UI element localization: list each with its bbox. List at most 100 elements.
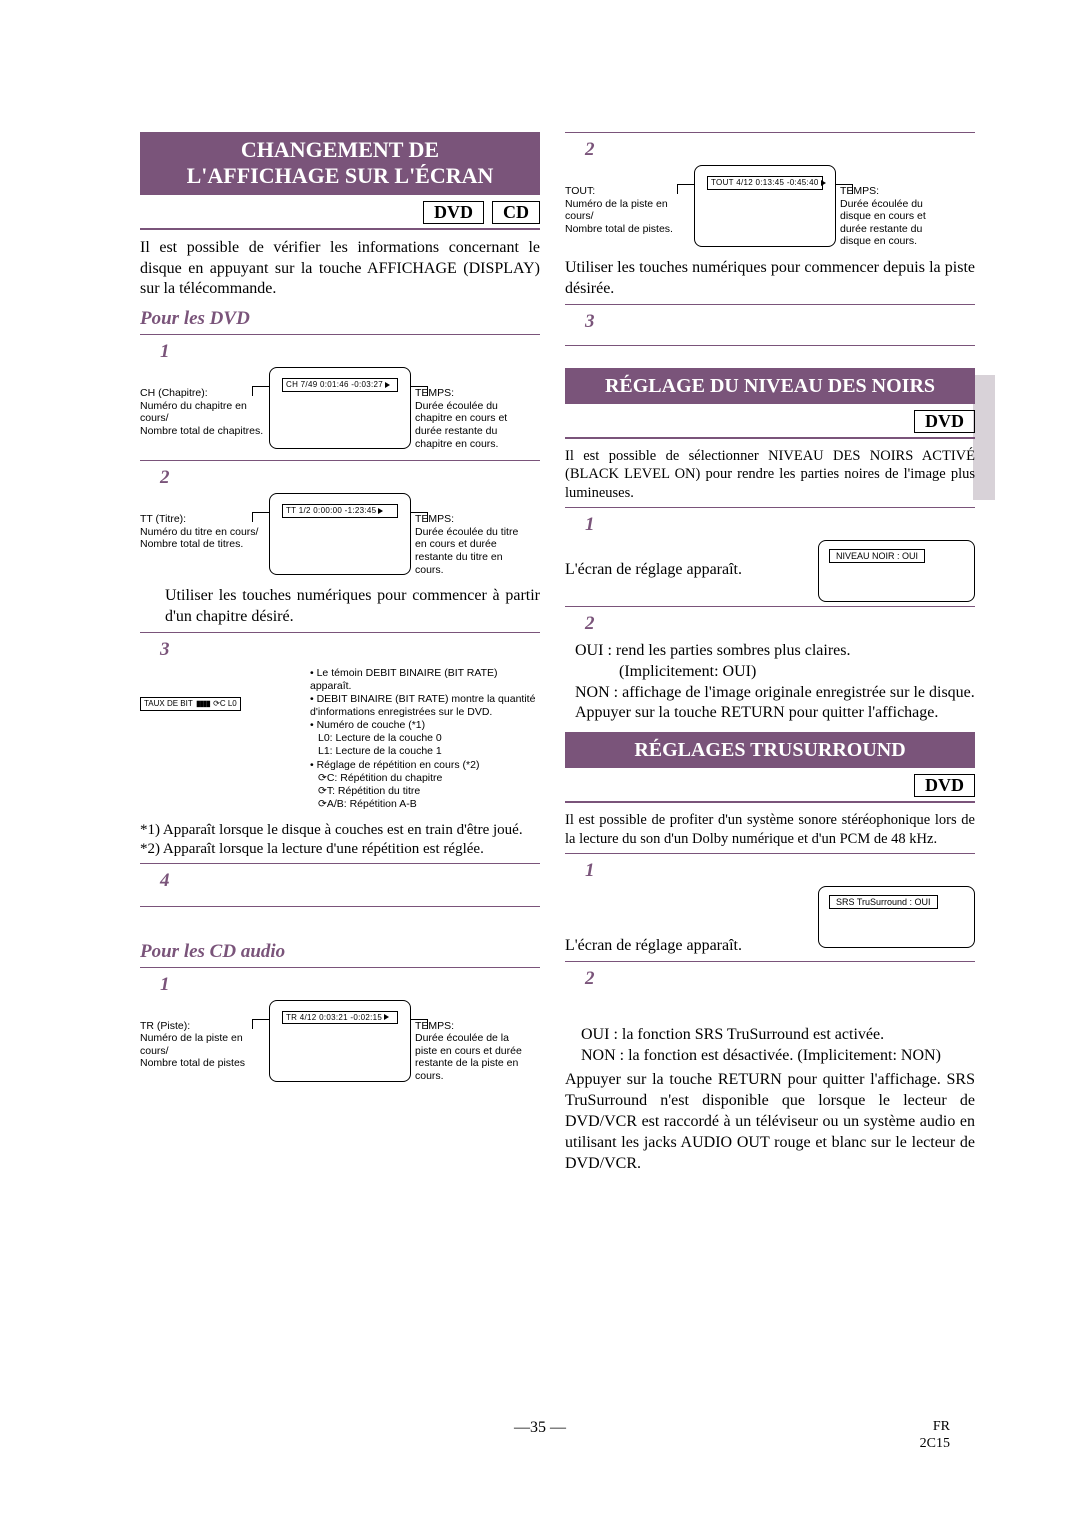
osd-trusurround: SRS TruSurround : OUI xyxy=(829,895,938,909)
rule xyxy=(565,132,975,133)
r-step-2: 2 xyxy=(585,139,975,161)
tr-left-txt: Numéro de la piste en cours/ Nombre tota… xyxy=(140,1032,265,1070)
note-sub: A/B: Répétition A-B xyxy=(327,798,417,810)
osd-bar: CH 7/49 0:01:46 -0:03:27 xyxy=(282,378,398,392)
bl-step-1: 1 xyxy=(585,514,975,536)
bl-return: Appuyer sur la touche RETURN pour quitte… xyxy=(575,703,975,724)
intro-text: Il est possible de vérifier les informat… xyxy=(140,238,540,300)
osd-bar: TOUT 4/12 0:13:45 -0:45:40 xyxy=(707,176,823,190)
doc-code: 2C15 xyxy=(920,1436,950,1451)
note-line: Réglage de répétition en cours (*2) xyxy=(310,759,540,772)
tv-frame: TR 4/12 0:03:21 -0:02:15 xyxy=(269,1000,411,1082)
disc-badges: DVD CD xyxy=(140,201,540,224)
dash: — xyxy=(550,1419,566,1436)
rule xyxy=(565,606,975,607)
note-sub: T: Répétition du titre xyxy=(327,785,420,797)
r2-note: Utiliser les touches numériques pour com… xyxy=(565,258,975,300)
badge-cd: CD xyxy=(492,201,540,224)
loop-icon: ⟳ xyxy=(318,772,327,784)
section-title-black-level: RÉGLAGE DU NIVEAU DES NOIRS xyxy=(565,368,975,404)
tv-frame-small: SRS TruSurround : OUI xyxy=(818,886,975,948)
play-icon xyxy=(384,1014,389,1020)
osd-text: TR 4/12 0:03:21 -0:02:15 xyxy=(286,1013,382,1022)
bitrate-bars-icon: ▮▮▮▮ xyxy=(195,699,211,709)
bl-opt-oui: OUI : rend les parties sombres plus clai… xyxy=(575,641,975,662)
cd-step-1: 1 xyxy=(160,974,540,996)
section-title-display-change: CHANGEMENT DE L'AFFICHAGE SUR L'ÉCRAN xyxy=(140,132,540,195)
lang-code: FR xyxy=(933,1419,950,1434)
footnote-2: *2) Apparaît lorsque la lecture d'une ré… xyxy=(140,840,540,859)
badge-dvd: DVD xyxy=(914,774,975,797)
step-1: 1 xyxy=(160,341,540,363)
left-column: CHANGEMENT DE L'AFFICHAGE SUR L'ÉCRAN DV… xyxy=(140,132,540,1093)
rule xyxy=(565,507,975,508)
bl-opt-oui-sub: (Implicitement: OUI) xyxy=(575,662,975,683)
rule xyxy=(565,345,975,346)
diagram-tt: TT (Titre): Numéro du titre en cours/ No… xyxy=(140,493,540,576)
bl-step-2: 2 xyxy=(585,613,975,635)
bitrate-tail: C L0 xyxy=(220,699,237,708)
ch-right-hdr: TEMPS: xyxy=(415,387,525,400)
ts-intro: Il est possible de profiter d'un système… xyxy=(565,811,975,849)
note-line: DEBIT BINAIRE (BIT RATE) montre la quant… xyxy=(310,693,540,719)
diagram-ch: CH (Chapitre): Numéro du chapitre en cou… xyxy=(140,367,540,450)
tv-frame: TOUT 4/12 0:13:45 -0:45:40 xyxy=(694,165,836,247)
note-sub: C: Répétition du chapitre xyxy=(327,772,443,784)
osd-bar: TT 1/2 0:00:00 -1:23:45 xyxy=(282,504,398,518)
tv-frame-small: NIVEAU NOIR : OUI xyxy=(818,540,975,602)
title-line1: CHANGEMENT DE xyxy=(241,137,439,162)
note-sub: L0: Lecture de la couche 0 xyxy=(300,732,540,745)
bleed-tab xyxy=(973,375,995,500)
tr-right-txt: Durée écoulée de la piste en cours et du… xyxy=(415,1032,525,1082)
step-3: 3 xyxy=(160,639,540,661)
tt-right-txt: Durée écoulée du titre en cours et durée… xyxy=(415,526,525,576)
step2-note: Utiliser les touches numériques pour com… xyxy=(140,586,540,628)
osd-black-level: NIVEAU NOIR : OUI xyxy=(829,549,925,563)
rule xyxy=(565,961,975,962)
bitrate-label: TAUX DE BIT xyxy=(144,699,193,708)
ts-step-2: 2 xyxy=(585,968,975,990)
page: CHANGEMENT DE L'AFFICHAGE SUR L'ÉCRAN DV… xyxy=(0,0,1080,1527)
bitrate-notes-2: Réglage de répétition en cours (*2) xyxy=(300,759,540,772)
rule xyxy=(140,632,540,633)
black-intro: Il est possible de sélectionner NIVEAU D… xyxy=(565,447,975,504)
ts-return: Appuyer sur la touche RETURN pour quitte… xyxy=(565,1070,975,1174)
rule xyxy=(140,863,540,864)
tout-right-txt: Durée écoulée du disque en cours et duré… xyxy=(840,198,950,248)
ts-opt-non: NON : la fonction est désactivée. (Impli… xyxy=(581,1046,975,1067)
osd-bar: TR 4/12 0:03:21 -0:02:15 xyxy=(282,1011,398,1025)
subhead-dvd: Pour les DVD xyxy=(140,308,540,330)
step-2: 2 xyxy=(160,467,540,489)
badge-dvd: DVD xyxy=(423,201,484,224)
rule xyxy=(140,906,540,907)
loop-icon: ⟳ xyxy=(318,785,327,797)
tout-left-txt: Numéro de la piste en cours/ Nombre tota… xyxy=(565,198,690,236)
ts-opt-oui: OUI : la fonction SRS TruSurround est ac… xyxy=(581,1025,975,1046)
rule xyxy=(565,437,975,439)
bl-opt-non: NON : affichage de l'image originale enr… xyxy=(575,683,975,704)
ts-step-1: 1 xyxy=(585,860,975,882)
osd-text: TT 1/2 0:00:00 -1:23:45 xyxy=(286,506,376,515)
rule xyxy=(565,304,975,305)
tt-left-hdr: TT (Titre): xyxy=(140,513,265,526)
play-icon xyxy=(378,508,383,514)
rule xyxy=(565,801,975,803)
disc-badges-2: DVD xyxy=(565,410,975,433)
bitrate-osd: TAUX DE BIT ▮▮▮▮ ⟳C L0 xyxy=(140,697,241,711)
section-title-trusurround: RÉGLAGES TRUSURROUND xyxy=(565,732,975,768)
play-icon xyxy=(821,180,826,186)
osd-text: CH 7/49 0:01:46 -0:03:27 xyxy=(286,380,383,389)
footnote-1: *1) Apparaît lorsque le disque à couches… xyxy=(140,821,540,840)
note-sub: L1: Lecture de la couche 1 xyxy=(300,745,540,758)
loop-icon: ⟳ xyxy=(213,699,220,708)
ch-left-txt: Numéro du chapitre en cours/ Nombre tota… xyxy=(140,400,265,438)
disc-badges-3: DVD xyxy=(565,774,975,797)
tv-frame: CH 7/49 0:01:46 -0:03:27 xyxy=(269,367,411,449)
diagram-tout: TOUT: Numéro de la piste en cours/ Nombr… xyxy=(565,165,975,248)
tr-right-hdr: TEMPS: xyxy=(415,1020,525,1033)
diagram-tr: TR (Piste): Numéro de la piste en cours/… xyxy=(140,1000,540,1083)
step-4: 4 xyxy=(160,870,540,892)
rule xyxy=(140,967,540,968)
rule xyxy=(140,334,540,335)
note-line: Numéro de couche (*1) xyxy=(310,719,540,732)
